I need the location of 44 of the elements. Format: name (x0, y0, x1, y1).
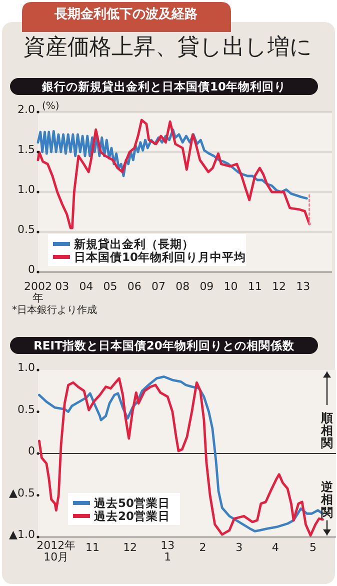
x-tick-label: 2012年 10月 (36, 539, 76, 564)
y-tick-label: 2.0 (18, 103, 35, 116)
y-tick-label: 0 (28, 263, 35, 276)
x-tick-label: 10 (224, 280, 238, 293)
y-tick-label: ▲1.0 (9, 528, 35, 541)
x-tick-label: 11 (248, 280, 262, 293)
x-tick-label: 06 (127, 280, 142, 293)
line-series (36, 128, 308, 200)
x-tick-label: 03 (55, 280, 70, 293)
x-tick-label: 04 (79, 280, 94, 293)
y-tick-label: 1.0 (18, 183, 35, 196)
legend-label: 過去20営業日 (93, 509, 170, 523)
y-tick-label: ▲0.5 (9, 486, 35, 500)
y-tick-label: 0.5 (18, 402, 35, 416)
legend-label: 過去50営業日 (93, 496, 170, 510)
y-tick-label: 0 (28, 444, 35, 458)
x-tick-label: 12 (272, 280, 286, 293)
y-tick-label: 1.5 (18, 143, 35, 156)
x-tick-label: 4 (272, 541, 279, 554)
text: 長期金利低下の波及経路 (54, 6, 198, 22)
text: 資産価格上昇、貸し出し増に (24, 35, 312, 60)
annotation: 逆相関 (320, 480, 333, 520)
x-tick-label: 07 (151, 280, 166, 293)
y-axis-title: (%) (42, 101, 60, 112)
x-tick-label: 12 (123, 541, 138, 554)
legend-label: 日本国債10年物利回り月中平均 (74, 250, 246, 264)
text: *日本銀行より作成 (12, 304, 97, 316)
line-series (36, 118, 311, 230)
chart-title: 銀行の新規貸出金利と日本国債10年物利回り (40, 80, 286, 94)
legend-label: 新規貸出金利（長期） (73, 237, 194, 251)
x-tick-label: 2 (199, 541, 206, 554)
x-tick-label: 5 (309, 541, 316, 554)
x-tick-label: 13 1 (160, 539, 175, 564)
x-tick-label: 11 (86, 541, 100, 554)
x-tick-label: 2002 年 (24, 280, 52, 305)
annotation: 順相関 (320, 410, 333, 450)
x-tick-label: 13 (296, 280, 310, 293)
x-tick-label: 08 (176, 280, 190, 293)
x-tick-label: 3 (236, 541, 243, 554)
x-tick-label: 05 (103, 280, 118, 293)
chart-title: REIT指数と日本国債20年物利回りとの相関係数 (34, 338, 296, 352)
y-tick-label: 0.5 (18, 223, 35, 236)
y-tick-label: 1.0 (18, 361, 35, 374)
x-tick-label: 09 (200, 280, 214, 293)
